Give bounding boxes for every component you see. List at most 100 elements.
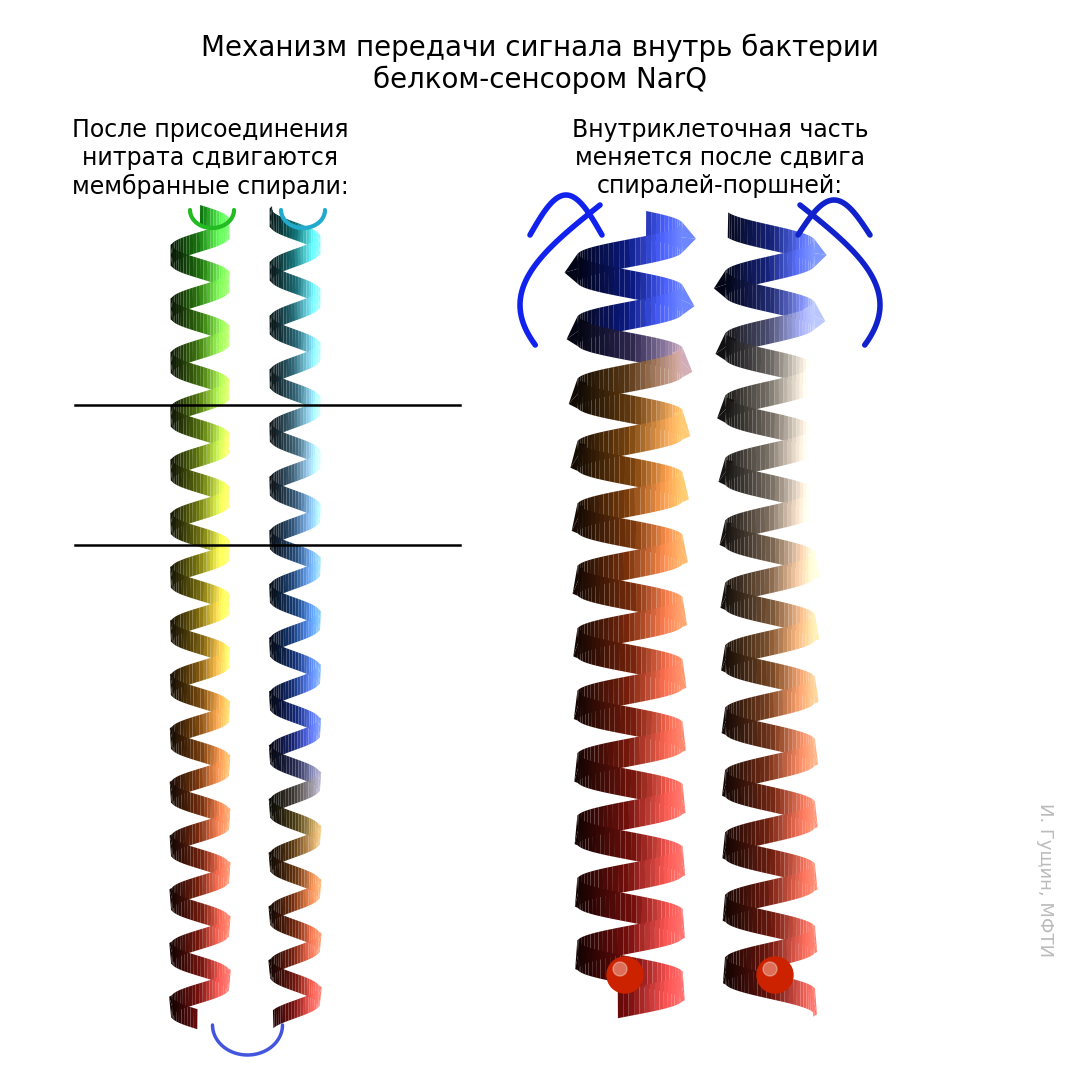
Polygon shape [788,416,793,443]
Polygon shape [178,573,181,594]
Polygon shape [774,442,779,468]
Polygon shape [171,675,173,697]
Polygon shape [796,418,800,445]
Polygon shape [744,656,748,681]
Polygon shape [726,335,727,362]
Polygon shape [784,727,788,754]
Polygon shape [738,779,741,805]
Polygon shape [309,818,312,837]
Polygon shape [734,327,738,353]
Polygon shape [226,859,227,880]
Polygon shape [612,865,618,894]
Polygon shape [591,621,595,650]
Polygon shape [210,550,213,570]
Polygon shape [651,274,657,303]
Polygon shape [172,247,174,268]
Polygon shape [312,873,314,892]
Polygon shape [311,336,313,355]
Polygon shape [578,256,580,285]
Polygon shape [730,526,732,552]
Polygon shape [726,643,728,670]
Polygon shape [204,421,207,442]
Polygon shape [311,510,313,529]
Polygon shape [305,654,307,674]
Polygon shape [800,607,804,633]
Polygon shape [172,730,174,751]
Polygon shape [733,514,737,540]
Polygon shape [805,932,808,959]
Polygon shape [300,675,303,694]
Polygon shape [661,838,665,867]
Polygon shape [293,811,296,831]
Polygon shape [665,527,670,556]
Polygon shape [281,432,284,450]
Polygon shape [275,697,278,716]
Polygon shape [642,896,647,926]
Polygon shape [605,639,609,669]
Polygon shape [170,997,175,1017]
Polygon shape [806,297,809,323]
Polygon shape [792,500,796,526]
Polygon shape [752,697,756,723]
Polygon shape [197,419,200,440]
Polygon shape [286,359,289,378]
Polygon shape [809,984,811,1011]
Polygon shape [189,986,192,1007]
Polygon shape [197,795,201,815]
Polygon shape [639,922,645,951]
Polygon shape [785,977,789,1003]
Polygon shape [227,756,229,777]
Polygon shape [812,986,814,1013]
Polygon shape [273,535,275,554]
Polygon shape [301,332,303,351]
Polygon shape [281,897,283,917]
Polygon shape [292,463,295,483]
Polygon shape [271,474,272,494]
Polygon shape [176,883,178,905]
Polygon shape [761,972,767,998]
Polygon shape [285,895,288,915]
Polygon shape [174,563,176,583]
Polygon shape [216,654,219,676]
Polygon shape [765,818,769,845]
Polygon shape [200,446,203,467]
Polygon shape [595,245,599,274]
Polygon shape [805,869,808,896]
Polygon shape [661,214,665,243]
Polygon shape [753,845,757,872]
Polygon shape [752,220,756,247]
Polygon shape [204,743,207,764]
Polygon shape [729,329,732,355]
Polygon shape [227,863,229,885]
Polygon shape [636,646,642,675]
Polygon shape [804,483,806,509]
Polygon shape [730,900,732,927]
Polygon shape [725,644,727,671]
Polygon shape [733,826,737,852]
Polygon shape [744,406,748,432]
Polygon shape [284,379,286,397]
Polygon shape [579,564,581,593]
Polygon shape [190,739,193,759]
Polygon shape [298,437,301,457]
Polygon shape [176,937,178,958]
Polygon shape [269,583,273,602]
Polygon shape [812,305,813,332]
Polygon shape [625,831,631,860]
Polygon shape [193,233,197,254]
Polygon shape [679,909,685,937]
Polygon shape [672,529,675,558]
Polygon shape [609,266,615,295]
Polygon shape [598,744,604,772]
Polygon shape [311,456,313,475]
Polygon shape [301,922,305,942]
Polygon shape [298,652,301,672]
Polygon shape [780,476,784,503]
Polygon shape [595,557,599,586]
Polygon shape [314,829,316,849]
Polygon shape [318,288,321,308]
Polygon shape [180,881,184,903]
Polygon shape [171,458,174,480]
Polygon shape [193,340,197,362]
Polygon shape [219,694,222,716]
